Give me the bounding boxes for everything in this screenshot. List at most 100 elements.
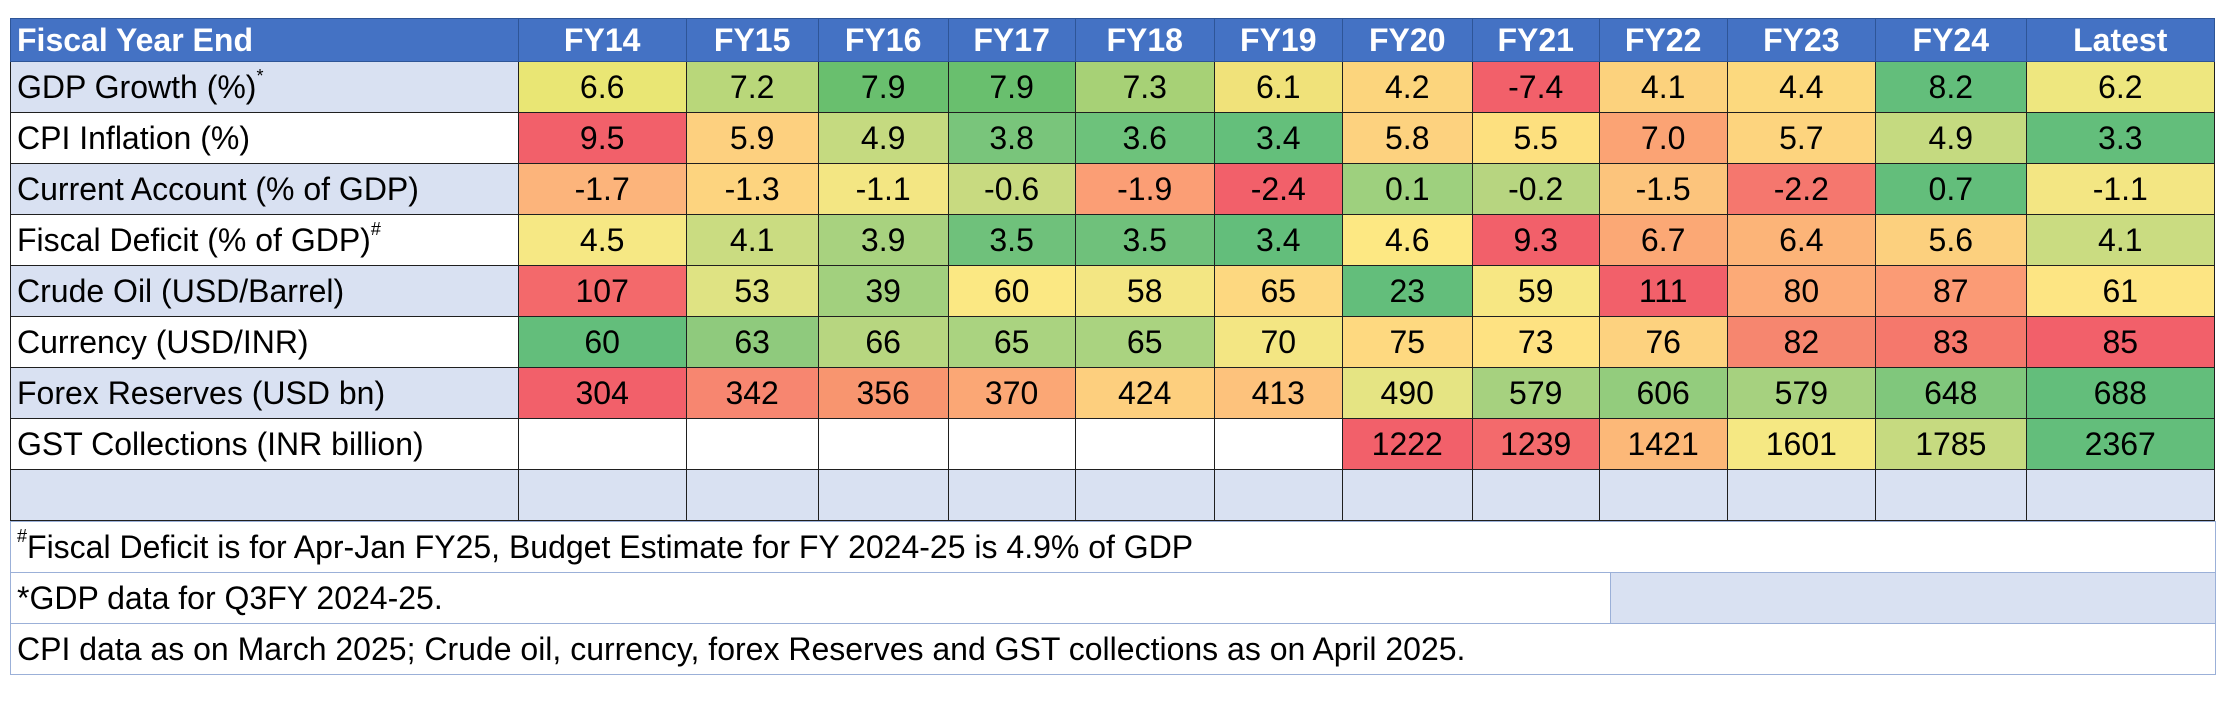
blank-cell [1341,469,1473,521]
blank-row [10,469,2216,521]
value-cell: 688 [2025,367,2216,419]
value-cell: 107 [517,265,687,317]
note-data-dates: CPI data as on March 2025; Crude oil, cu… [9,623,2217,675]
value-cell: 3.9 [817,214,949,266]
value-cell: 59 [1471,265,1600,317]
value-cell [947,418,1076,470]
value-cell: 80 [1726,265,1877,317]
value-cell: 85 [2025,316,2216,368]
note-gdp: *GDP data for Q3FY 2024-25. [10,572,1611,624]
value-cell: 7.0 [1598,112,1728,164]
table-body: GDP Growth (%)* 6.6 7.2 7.9 7.9 7.3 6.1 4.2 -7.4… [10,61,2216,521]
table-row: Currency (USD/INR) 60 63 66 65 65 70 75 73 76 82 83… [10,316,2216,368]
value-cell: 1222 [1341,418,1473,470]
value-cell: 4.9 [1875,112,2027,164]
header-label: Fiscal Year End [10,18,519,62]
row-label: Forex Reserves (USD bn) [10,367,519,419]
value-cell: 60 [517,316,687,368]
value-cell: 5.7 [1726,112,1877,164]
header-year: FY20 [1341,18,1473,62]
row-label: GST Collections (INR billion) [10,418,519,470]
value-cell: 1421 [1598,418,1728,470]
value-cell: 70 [1213,316,1343,368]
blank-cell [1213,469,1343,521]
value-cell: 63 [685,316,819,368]
header-year: FY22 [1598,18,1728,62]
indicators-table: Fiscal Year End FY14 FY15 FY16 FY17 FY18… [10,18,2216,521]
header-year: Latest [2025,18,2216,62]
value-cell: 9.3 [1471,214,1600,266]
value-cell: 82 [1726,316,1877,368]
row-label-text: Fiscal Deficit (% of GDP) [17,221,371,258]
value-cell: 3.5 [947,214,1076,266]
note-row: #Fiscal Deficit is for Apr-Jan FY25, Bud… [9,521,2217,573]
value-cell: 58 [1074,265,1215,317]
header-year: FY15 [685,18,819,62]
row-label-text: Currency (USD/INR) [17,323,309,360]
row-label-sup: # [370,218,381,239]
blank-cell [1726,469,1877,521]
value-cell: -7.4 [1471,61,1600,113]
blank-cell [685,469,819,521]
value-cell: 0.1 [1341,163,1473,215]
value-cell: 111 [1598,265,1728,317]
blank-cell [1471,469,1600,521]
value-cell: 2367 [2025,418,2216,470]
note-row: CPI data as on March 2025; Crude oil, cu… [9,623,2217,675]
value-cell: 3.5 [1074,214,1215,266]
value-cell [1074,418,1215,470]
value-cell: 39 [817,265,949,317]
value-cell [1213,418,1343,470]
value-cell: 65 [1213,265,1343,317]
value-cell: 87 [1875,265,2027,317]
value-cell: 304 [517,367,687,419]
value-cell: 23 [1341,265,1473,317]
table-row: Current Account (% of GDP) -1.7 -1.3 -1.1 -0… [10,163,2216,215]
value-cell: 413 [1213,367,1343,419]
note-fiscal-deficit: #Fiscal Deficit is for Apr-Jan FY25, Bud… [9,521,2217,573]
blank-cell [1875,469,2027,521]
row-label: GDP Growth (%)* [10,61,519,113]
value-cell: 0.7 [1875,163,2027,215]
value-cell: 579 [1471,367,1600,419]
value-cell [685,418,819,470]
value-cell: 4.5 [517,214,687,266]
value-cell: -1.9 [1074,163,1215,215]
value-cell: 4.6 [1341,214,1473,266]
value-cell: 5.8 [1341,112,1473,164]
value-cell: 1785 [1875,418,2027,470]
value-cell [517,418,687,470]
value-cell: 6.6 [517,61,687,113]
row-label-text: GDP Growth (%) [17,68,257,105]
row-label-text: Crude Oil (USD/Barrel) [17,272,345,309]
header-year: FY14 [517,18,687,62]
value-cell: 1601 [1726,418,1877,470]
value-cell: 8.2 [1875,61,2027,113]
table-row: GST Collections (INR billion) 1222 1239 142… [10,418,2216,470]
header-year: FY17 [947,18,1076,62]
value-cell: 5.9 [685,112,819,164]
value-cell: 606 [1598,367,1728,419]
row-label: Current Account (% of GDP) [10,163,519,215]
row-label-text: Forex Reserves (USD bn) [17,374,386,411]
blank-cell [1598,469,1728,521]
value-cell: 65 [1074,316,1215,368]
header-year: FY16 [817,18,949,62]
value-cell: 60 [947,265,1076,317]
value-cell: -1.1 [817,163,949,215]
value-cell: 4.1 [1598,61,1728,113]
header-year: FY23 [1726,18,1877,62]
table-row: GDP Growth (%)* 6.6 7.2 7.9 7.9 7.3 6.1 4.2 -7.4… [10,61,2216,113]
value-cell: 65 [947,316,1076,368]
blank-cell [817,469,949,521]
blank-cell [1074,469,1215,521]
value-cell: 370 [947,367,1076,419]
note-row: *GDP data for Q3FY 2024-25. [10,572,2217,624]
value-cell: 3.8 [947,112,1076,164]
notes-table: #Fiscal Deficit is for Apr-Jan FY25, Bud… [9,521,2217,675]
note-filler [1609,572,2217,624]
value-cell: -1.1 [2025,163,2216,215]
table-row: Crude Oil (USD/Barrel) 107 53 39 60 58 65 23 59 1… [10,265,2216,317]
value-cell: 490 [1341,367,1473,419]
value-cell: 7.3 [1074,61,1215,113]
